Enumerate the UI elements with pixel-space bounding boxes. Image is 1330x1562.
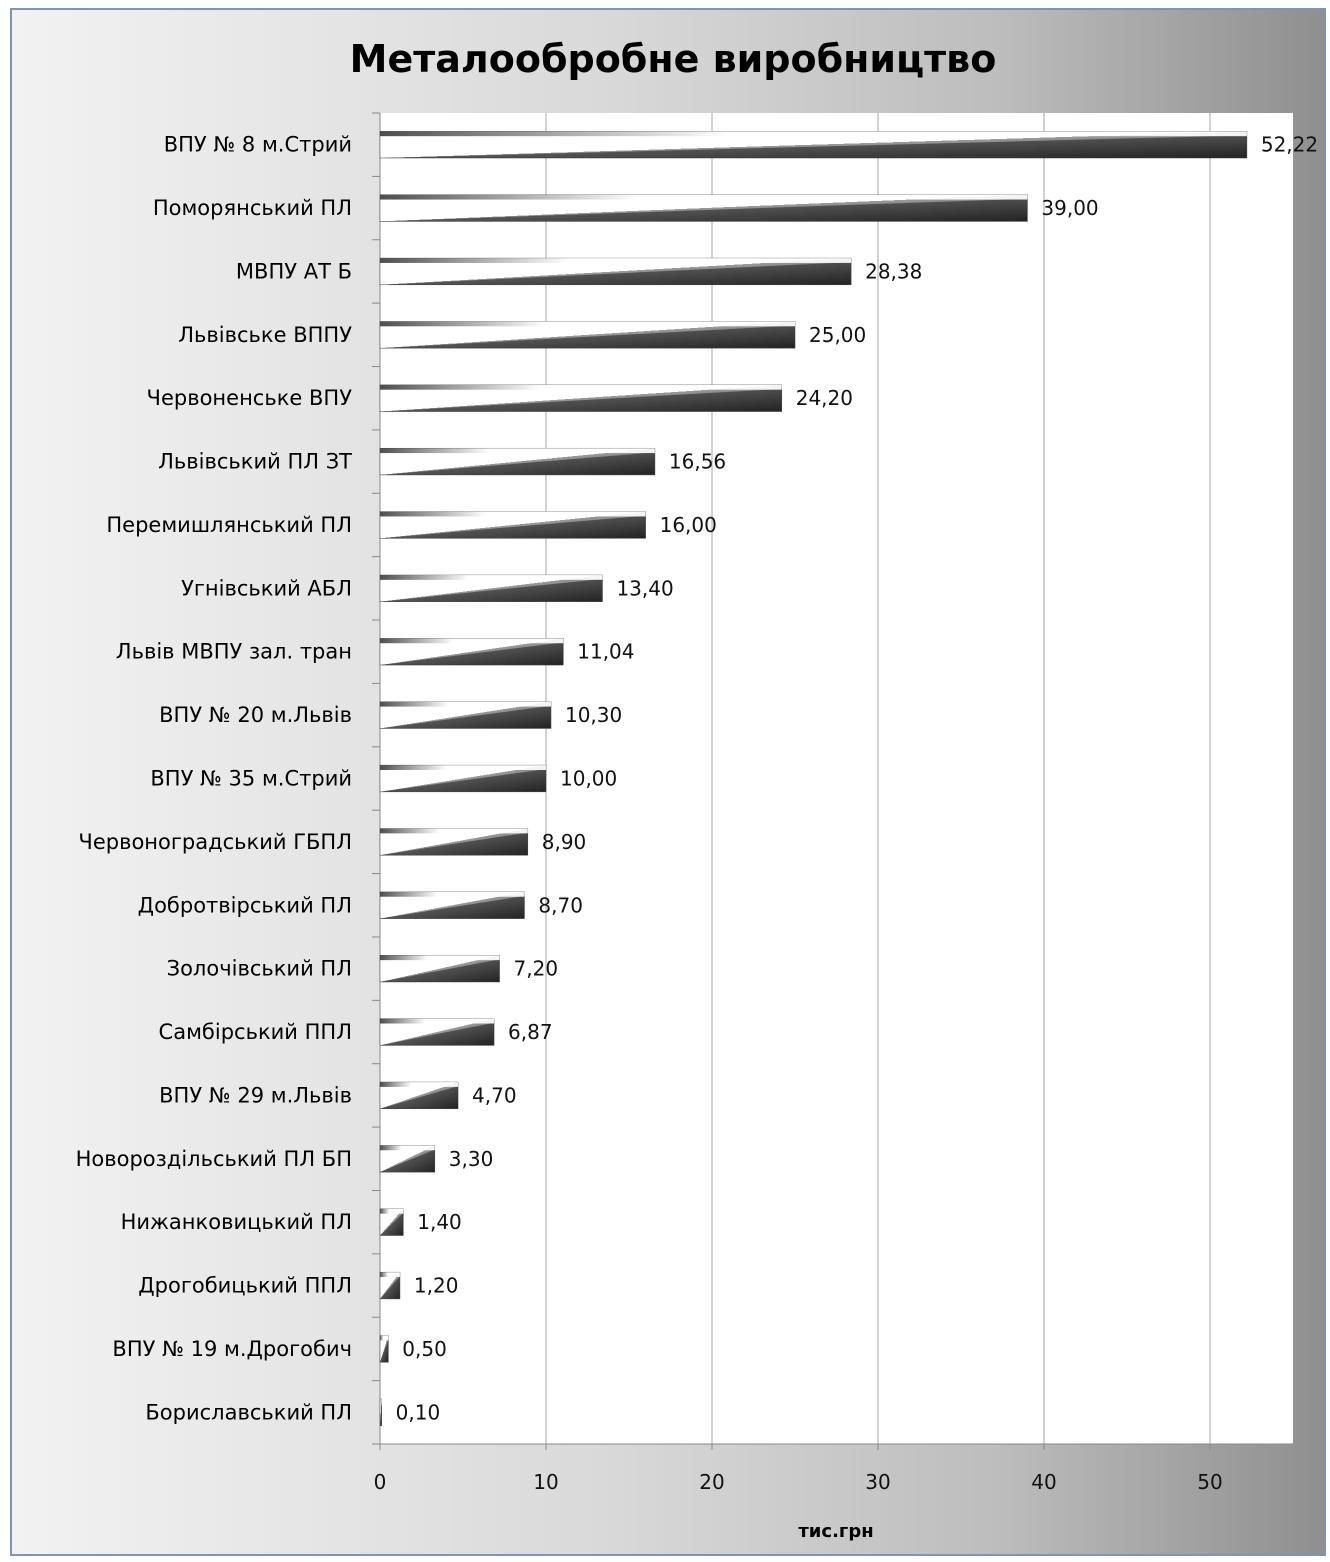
bar-shade [380,832,528,856]
bar-highlight [380,1145,435,1151]
data-label: 7,20 [514,957,559,981]
chart-title: Металообробне виробництво [350,37,997,81]
bar-shade [380,579,603,602]
bar-highlight [380,765,546,770]
category-label: Поморянський ПЛ [153,196,352,220]
bar-highlight [380,448,655,454]
category-label: ВПУ № 8 м.Стрий [164,133,352,157]
category-label: ВПУ № 29 м.Львів [159,1083,352,1107]
category-label: ВПУ № 19 м.Дрогобич [112,1337,352,1361]
bar-shade [380,135,1247,159]
bar-highlight [380,828,528,834]
bar-highlight [380,321,795,327]
bar-shade [380,388,782,412]
bar-shade [380,1022,495,1046]
data-label: 8,70 [538,893,583,917]
data-label: 10,30 [565,703,622,727]
bar-highlight [380,638,564,644]
x-tick-label: 20 [699,1470,724,1494]
bar-highlight [380,1398,382,1404]
data-label: 39,00 [1041,196,1098,220]
bar-highlight [380,194,1028,200]
bar-highlight [380,575,603,580]
data-label: 52,22 [1261,133,1318,157]
category-label: Червоноградський ГБПЛ [78,830,352,854]
bar-highlight [380,891,525,897]
data-label: 4,70 [472,1083,517,1107]
category-label: Новороздільський ПЛ БП [76,1147,352,1171]
bar-shade [380,452,655,475]
data-label: 8,90 [542,830,587,854]
bar-highlight [380,1082,459,1087]
data-label: 0,10 [396,1400,441,1424]
bar-shade [380,262,852,285]
category-label: МВПУ АТ Б [236,259,352,283]
x-axis-title: тис.грн [798,1521,873,1542]
bar-highlight [380,258,852,263]
bar-shade [380,1149,435,1173]
bar-shade [380,769,546,792]
data-label: 28,38 [865,259,922,283]
bar-highlight [380,511,646,517]
bar-shade [380,959,500,982]
data-label: 16,00 [660,513,717,537]
data-label: 11,04 [577,640,634,664]
category-label: Львівський ПЛ ЗТ [158,450,352,474]
data-label: 1,40 [417,1210,462,1234]
category-label: Угнівський АБЛ [181,576,352,600]
data-label: 13,40 [616,576,673,600]
bar-shade [380,705,551,729]
data-label: 16,56 [669,450,726,474]
category-label: Золочівський ПЛ [167,957,352,981]
bar-shade [380,1402,382,1426]
bar-shade [380,325,795,349]
bar-shade [380,1086,459,1109]
category-label: Дрогобицький ППЛ [138,1274,352,1298]
bar-shade [380,515,646,539]
bar-highlight [380,131,1247,137]
bar-highlight [380,1335,389,1341]
labels: 0 10 20 30 40 50 ВПУ № 8 м.Стрий 52,22 Поморянсь… [76,133,1319,1494]
bar-shade [380,198,1028,222]
bar-shade [380,895,525,919]
category-label: Нижанковицький ПЛ [121,1210,352,1234]
category-label: Перемишлянський ПЛ [106,513,352,537]
bars [379,131,1248,1426]
x-tick-label: 50 [1197,1470,1222,1494]
category-label: ВПУ № 20 м.Львів [159,703,352,727]
bar-highlight [380,1272,400,1278]
data-label: 3,30 [449,1147,494,1171]
data-label: 0,50 [402,1337,447,1361]
x-tick-label: 10 [533,1470,558,1494]
bar-shade [380,642,564,666]
category-label: Бориславський ПЛ [145,1400,352,1424]
bar-shade [380,1339,389,1363]
data-label: 6,87 [508,1020,553,1044]
category-label: Львівське ВППУ [178,323,352,347]
category-label: Самбірський ППЛ [159,1020,352,1044]
data-label: 25,00 [809,323,866,347]
bar-highlight [380,955,500,961]
x-tick-label: 40 [1031,1470,1056,1494]
category-label: Добротвірський ПЛ [138,893,352,917]
bar-shade [380,1276,400,1299]
category-label: ВПУ № 35 м.Стрий [150,767,352,791]
data-label: 1,20 [414,1274,459,1298]
category-label: Львів МВПУ зал. тран [116,640,352,664]
bar-highlight [380,701,551,707]
data-label: 24,20 [796,386,853,410]
bar-shade [380,1212,404,1236]
bar-highlight [380,1208,404,1214]
category-label: Червоненське ВПУ [147,386,353,410]
data-label: 10,00 [560,767,617,791]
x-tick-label: 0 [374,1470,387,1494]
bar-highlight [380,384,782,390]
x-tick-label: 30 [865,1470,890,1494]
bar-highlight [380,1018,495,1024]
